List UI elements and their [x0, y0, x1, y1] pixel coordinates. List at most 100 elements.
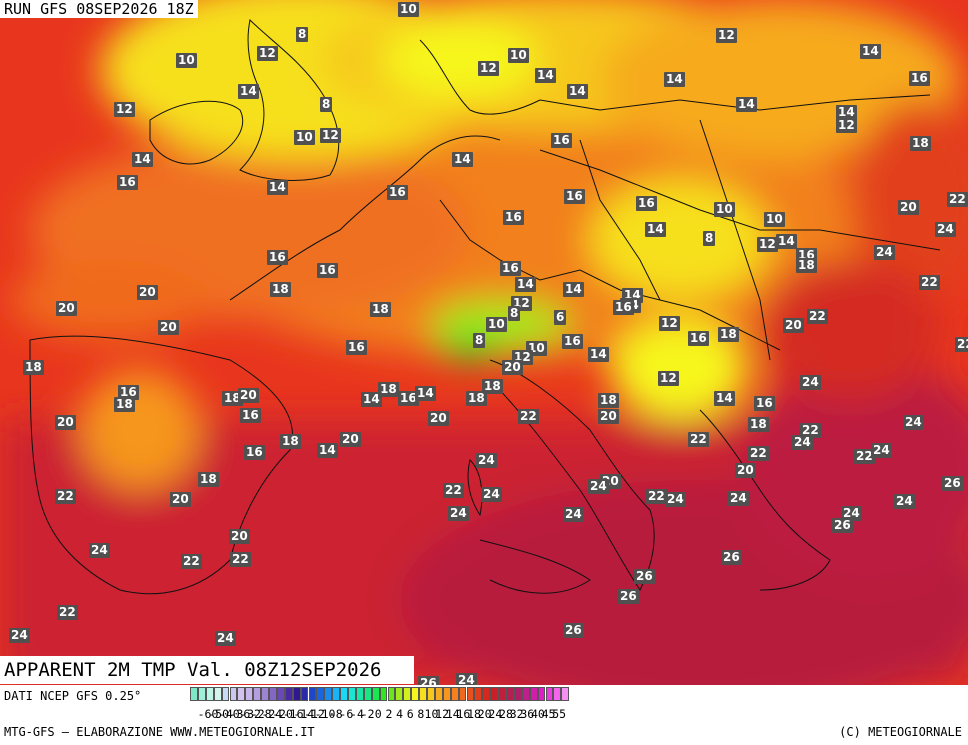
legend-swatch — [419, 687, 427, 701]
temperature-value-label: 22 — [748, 446, 769, 461]
temperature-value-label: 22 — [57, 605, 78, 620]
temperature-value-label: 24 — [665, 492, 686, 507]
temperature-value-label: 18 — [378, 382, 399, 397]
temperature-value-label: 12 — [716, 28, 737, 43]
temperature-value-label: 12 — [478, 61, 499, 76]
legend-tick-label: 16 — [456, 707, 471, 721]
legend-swatch — [245, 687, 254, 701]
temperature-value-label: 16 — [240, 408, 261, 423]
legend-swatch — [545, 687, 554, 701]
temperature-value-label: 18 — [466, 391, 487, 406]
map-title: APPARENT 2M TMP Val. 08Z12SEP2026 — [0, 656, 414, 684]
legend-tick-label: -40 — [218, 707, 240, 721]
legend-tick-label: -32 — [240, 707, 261, 721]
legend-swatch — [427, 687, 435, 701]
temperature-value-label: 24 — [871, 443, 892, 458]
temperature-value-label: 22 — [800, 423, 821, 438]
temperature-value-label: 24 — [894, 494, 915, 509]
temperature-value-label: 24 — [563, 507, 584, 522]
temperature-value-label: 22 — [947, 192, 968, 207]
temperature-value-label: 12 — [114, 102, 135, 117]
temperature-value-label: 24 — [9, 628, 30, 643]
temperature-value-label: 20 — [898, 200, 919, 215]
temperature-value-label: 16 — [346, 340, 367, 355]
temperature-value-label: 8 — [703, 231, 716, 246]
legend-swatch — [387, 687, 396, 701]
temperature-value-label: 14 — [860, 44, 881, 59]
legend-swatch — [205, 687, 214, 701]
temperature-value-label: 12 — [257, 46, 278, 61]
legend-swatch — [434, 687, 443, 701]
legend-tick-label: 0 — [374, 707, 382, 721]
temperature-value-label: 18 — [718, 327, 739, 342]
legend-swatch — [261, 687, 269, 701]
temperature-value-label: 22 — [518, 409, 539, 424]
temperature-value-label: 16 — [688, 331, 709, 346]
temperature-value-label: 16 — [636, 196, 657, 211]
temperature-value-label: 22 — [955, 337, 968, 352]
temperature-value-label: 18 — [222, 391, 243, 406]
temperature-value-label: 24 — [481, 487, 502, 502]
legend-swatch — [553, 687, 562, 701]
temperature-value-label: 24 — [448, 506, 469, 521]
temperature-value-label: 8 — [473, 333, 486, 348]
legend-swatch — [229, 687, 238, 701]
legend-swatch — [355, 687, 364, 701]
legend-tick-label: -50 — [208, 707, 230, 721]
legend-swatch — [292, 687, 301, 701]
coastlines — [29, 18, 941, 595]
temperature-value-label: 16 — [398, 391, 419, 406]
legend-tick-label: -36 — [229, 707, 251, 721]
temperature-value-label: 16 — [562, 334, 583, 349]
legend-swatch — [411, 687, 420, 701]
temperature-value-label: 24 — [456, 673, 477, 685]
temperature-value-label: 12 — [836, 118, 857, 133]
temperature-value-label: 20 — [735, 463, 756, 478]
legend-tick-label: 28 — [499, 707, 513, 721]
legend-tick-label: 40 — [530, 707, 545, 721]
legend-tick-label: 36 — [520, 707, 535, 721]
temperature-value-label: 18 — [482, 379, 503, 394]
temperature-value-label: 26 — [563, 623, 584, 638]
temperature-value-label: 22 — [55, 489, 76, 504]
footer: DATI NCEP GFS 0.25° -60 -50 -40 -36 -32 -28 -2… — [0, 685, 968, 745]
legend-swatch — [324, 687, 333, 701]
temperature-value-label: 10 — [176, 53, 197, 68]
legend-swatch — [316, 687, 325, 701]
temperature-value-label: 14 — [588, 347, 609, 362]
temperature-value-label: 12 — [757, 237, 778, 252]
legend-swatch — [308, 687, 317, 701]
legend-swatch — [506, 687, 514, 701]
copyright-text: (C) METEOGIORNALE — [839, 725, 962, 739]
temperature-value-label: 26 — [418, 676, 439, 685]
legend-swatch — [537, 687, 546, 701]
temperature-value-label: 18 — [910, 136, 931, 151]
legend-swatch — [269, 687, 277, 701]
temperature-value-label: 14 — [567, 84, 588, 99]
temperature-value-label: 24 — [800, 375, 821, 390]
temperature-value-label: 14 — [563, 282, 584, 297]
temperature-value-label: 24 — [476, 453, 497, 468]
data-source: DATI NCEP GFS 0.25° — [4, 689, 142, 703]
legend-swatch — [513, 687, 522, 701]
temperature-value-label: 24 — [792, 435, 813, 450]
temperature-value-label: 10 — [764, 212, 785, 227]
temperature-value-label: 22 — [230, 552, 251, 567]
legend-swatch — [474, 687, 483, 701]
legend-swatch — [213, 687, 222, 701]
temperature-value-label: 18 — [114, 397, 135, 412]
temperature-value-label: 22 — [807, 309, 828, 324]
legend-swatch — [379, 687, 388, 701]
temperature-value-label: 24 — [89, 543, 110, 558]
temperature-value-label: 20 — [598, 409, 619, 424]
temperature-value-label: 18 — [748, 417, 769, 432]
temperature-value-label: 20 — [137, 285, 158, 300]
temperature-value-label: 14 — [535, 68, 556, 83]
temperature-value-label: 20 — [502, 360, 523, 375]
temperature-value-label: 16 — [613, 300, 634, 315]
legend-swatch — [442, 687, 451, 701]
temperature-value-label: 16 — [317, 263, 338, 278]
legend-tick-label: 24 — [488, 707, 503, 721]
temperature-value-label: 20 — [56, 301, 77, 316]
temperature-value-label: 22 — [688, 432, 709, 447]
